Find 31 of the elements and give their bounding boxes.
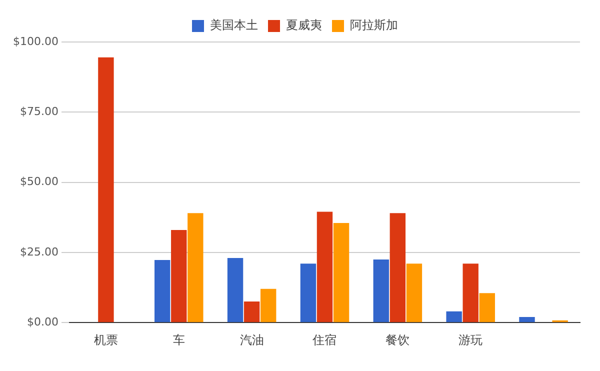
bar bbox=[188, 213, 204, 322]
y-tick-label: $25.00 bbox=[20, 245, 58, 258]
bar bbox=[519, 316, 535, 322]
bar bbox=[244, 302, 260, 322]
x-tick-label: 机票 bbox=[94, 332, 118, 347]
x-tick-label: 汽油 bbox=[240, 332, 264, 347]
legend-label: 夏威夷 bbox=[286, 18, 322, 32]
bar bbox=[390, 213, 406, 322]
bar bbox=[227, 258, 244, 322]
x-tick-label: 车 bbox=[172, 332, 185, 347]
bar bbox=[446, 311, 462, 322]
x-tick-label: 餐饮 bbox=[386, 332, 410, 347]
bar bbox=[98, 57, 114, 322]
legend-label: 阿拉斯加 bbox=[350, 18, 398, 32]
y-tick-label: $0.00 bbox=[26, 315, 58, 328]
bar bbox=[171, 230, 187, 322]
y-tick-label: $50.00 bbox=[20, 175, 58, 188]
bar bbox=[406, 264, 422, 322]
bar bbox=[479, 293, 495, 322]
x-tick-label: 住宿 bbox=[312, 332, 337, 347]
bar bbox=[154, 260, 170, 322]
legend-label: 美国本土 bbox=[210, 18, 258, 32]
y-tick-label: $75.00 bbox=[20, 105, 58, 118]
bar bbox=[300, 264, 316, 322]
bar bbox=[462, 264, 478, 322]
bar bbox=[373, 259, 389, 322]
bar bbox=[333, 222, 350, 322]
y-tick-label: $100.00 bbox=[12, 34, 58, 48]
bar bbox=[316, 212, 333, 322]
x-tick-label: 游玩 bbox=[458, 332, 483, 347]
bar bbox=[260, 288, 276, 322]
